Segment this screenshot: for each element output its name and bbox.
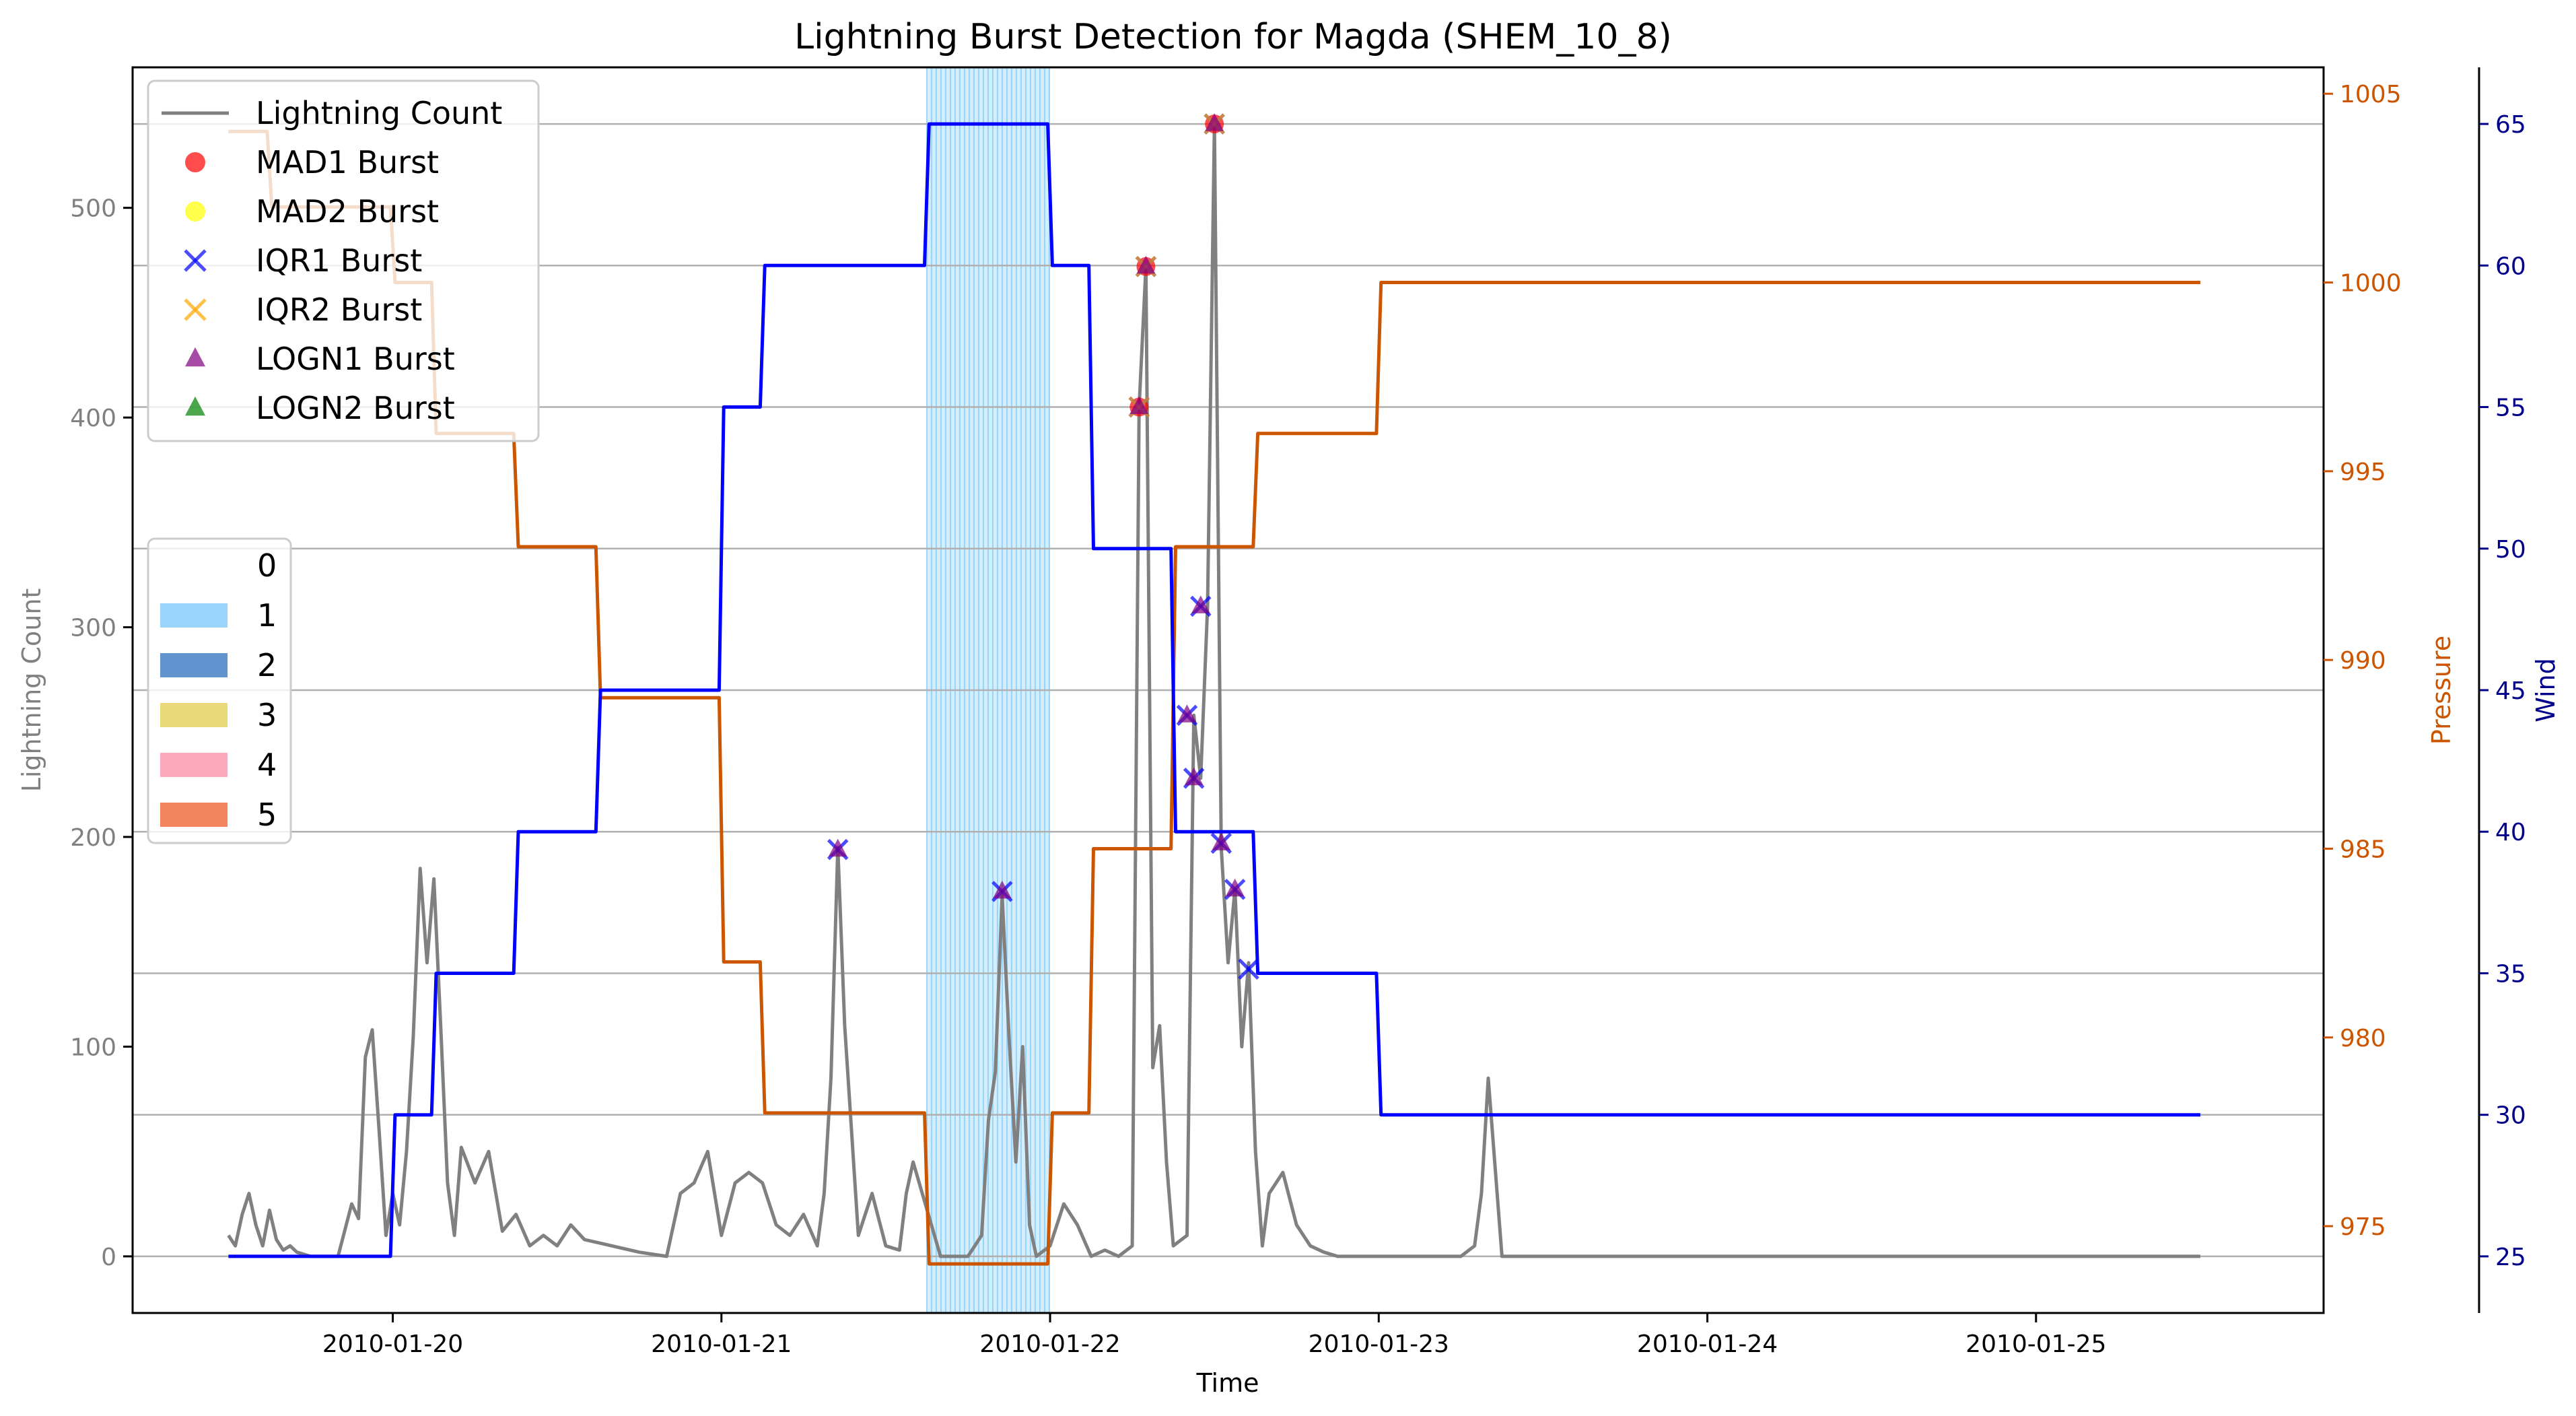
category-legend-swatch bbox=[160, 753, 228, 777]
category-legend-swatch bbox=[160, 703, 228, 727]
chart-title: Lightning Burst Detection for Magda (SHE… bbox=[794, 17, 1672, 57]
logn1-burst-marker bbox=[1177, 704, 1197, 722]
x-tick-label: 2010-01-24 bbox=[1637, 1330, 1778, 1358]
legend-circle-swatch bbox=[185, 152, 205, 172]
wind-y-axis: 25 30 35 40 45 50 55 60 65 bbox=[2478, 67, 2526, 1313]
logn1-burst-marker bbox=[1136, 255, 1156, 274]
pressure-y-tick-label: 990 bbox=[2340, 647, 2386, 675]
series-legend-label: Lightning Count bbox=[256, 95, 502, 131]
x-tick-label: 2010-01-25 bbox=[1965, 1330, 2106, 1358]
pressure-y-tick-label: 975 bbox=[2340, 1213, 2386, 1241]
legend-circle-swatch bbox=[185, 201, 205, 222]
wind-y-tick-label: 25 bbox=[2495, 1244, 2526, 1271]
x-tick-label: 2010-01-20 bbox=[322, 1330, 463, 1358]
logn1-burst-marker bbox=[828, 838, 847, 857]
x-axis: 2010-01-20 2010-01-21 2010-01-22 2010-01-23… bbox=[322, 1313, 2106, 1358]
legend-x-swatch-stroke bbox=[184, 298, 207, 321]
pressure-y-tick-label: 980 bbox=[2340, 1025, 2386, 1052]
series-legend-label: IQR2 Burst bbox=[256, 292, 422, 328]
wind-y-tick-label: 40 bbox=[2495, 819, 2526, 846]
logn1-burst-marker bbox=[1205, 112, 1224, 131]
logn1-burst-marker bbox=[992, 880, 1012, 899]
legend-x-swatch bbox=[184, 249, 207, 272]
wind-y-tick-label: 55 bbox=[2495, 395, 2526, 422]
left-y-axis-label: Lightning Count bbox=[17, 588, 46, 793]
iqr1-burst-marker bbox=[1238, 958, 1259, 980]
series-legend-label: IQR1 Burst bbox=[256, 242, 422, 279]
left-y-tick-label: 400 bbox=[70, 405, 116, 432]
wind-line bbox=[228, 122, 2200, 1258]
left-y-axis: 0 100 200 300 400 500 bbox=[70, 195, 133, 1271]
category-legend-label: 0 bbox=[257, 547, 277, 584]
left-y-tick-label: 500 bbox=[70, 195, 116, 223]
left-y-tick-label: 100 bbox=[70, 1034, 116, 1061]
legend-triangle-swatch bbox=[185, 396, 205, 416]
series-legend-label: LOGN1 Burst bbox=[256, 341, 455, 377]
wind-y-axis-label: Wind bbox=[2531, 658, 2561, 722]
x-tick-label: 2010-01-21 bbox=[651, 1330, 792, 1358]
plot-frame bbox=[131, 66, 2325, 1314]
category-legend-label: 2 bbox=[257, 647, 277, 683]
series-legend-label: MAD2 Burst bbox=[256, 193, 439, 230]
logn1-burst-marker bbox=[1225, 878, 1245, 897]
series-legend-label: LOGN2 Burst bbox=[256, 390, 455, 426]
wind-y-tick-label: 65 bbox=[2495, 111, 2526, 139]
category-legend: 0 1 2 3 4 5 bbox=[147, 537, 292, 844]
x-tick-label: 2010-01-23 bbox=[1309, 1330, 1449, 1358]
x-axis-label: Time bbox=[1196, 1368, 1259, 1398]
category-legend-swatch bbox=[160, 653, 228, 677]
wind-y-tick-label: 30 bbox=[2495, 1102, 2526, 1130]
pressure-y-tick-label: 1000 bbox=[2340, 270, 2402, 298]
left-y-tick-label: 200 bbox=[70, 824, 116, 852]
left-y-tick-label: 300 bbox=[70, 615, 116, 642]
category-legend-swatch bbox=[160, 803, 228, 827]
pressure-y-tick-label: 1005 bbox=[2340, 81, 2402, 108]
logn1-burst-marker bbox=[1184, 767, 1204, 786]
series-legend-box bbox=[147, 79, 540, 442]
category-legend-label: 3 bbox=[257, 697, 277, 733]
wind-y-tick-label: 45 bbox=[2495, 677, 2526, 705]
left-y-tick-label: 0 bbox=[101, 1244, 116, 1271]
logn1-burst-marker bbox=[1191, 595, 1210, 613]
x-tick-label: 2010-01-22 bbox=[979, 1330, 1120, 1358]
pressure-y-axis-label: Pressure bbox=[2427, 636, 2456, 745]
wind-y-tick-label: 50 bbox=[2495, 536, 2526, 564]
legend-x-swatch bbox=[184, 298, 207, 321]
category-legend-swatch bbox=[160, 603, 228, 628]
wind-y-tick-label: 60 bbox=[2495, 252, 2526, 280]
legend-x-swatch-stroke bbox=[184, 249, 207, 272]
pressure-y-tick-label: 985 bbox=[2340, 836, 2386, 863]
burst-marker-layer bbox=[827, 112, 1259, 980]
iqr1-burst-marker-stroke bbox=[1238, 958, 1259, 980]
wind-y-tick-label: 35 bbox=[2495, 960, 2526, 988]
logn1-burst-marker bbox=[1212, 832, 1231, 850]
category-legend-label: 1 bbox=[257, 597, 277, 634]
series-legend-label: MAD1 Burst bbox=[256, 144, 439, 180]
pressure-y-tick-label: 995 bbox=[2340, 459, 2386, 486]
category-legend-label: 5 bbox=[257, 797, 277, 833]
series-legend: Lightning Count MAD1 Burst MAD2 Burst IQR1 … bbox=[147, 79, 540, 442]
logn1-burst-marker bbox=[1129, 396, 1149, 415]
legend-triangle-swatch bbox=[185, 347, 205, 367]
pressure-y-axis: 975 980 985 990 995 1000 1005 bbox=[2324, 81, 2402, 1241]
category-legend-label: 4 bbox=[257, 747, 277, 783]
